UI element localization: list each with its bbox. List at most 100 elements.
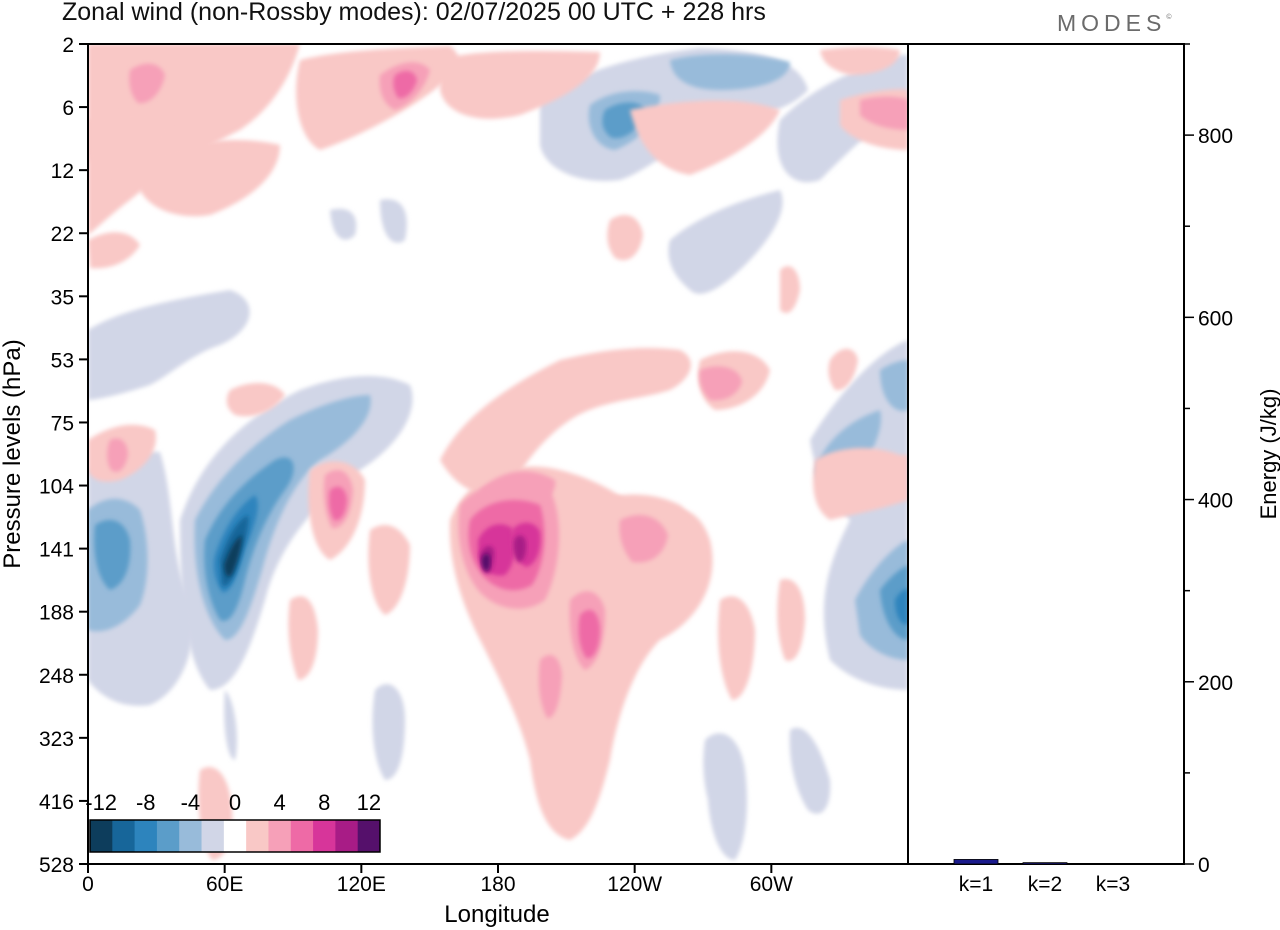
contour-region (440, 348, 691, 495)
y-tick-label: 53 (51, 349, 74, 372)
contour-region (224, 535, 242, 577)
colorbar-swatch (179, 820, 203, 852)
colorbar-label: 0 (229, 790, 241, 815)
contour-region (820, 47, 900, 75)
colorbar-label: 12 (357, 790, 381, 815)
x-tick-label: 180 (480, 873, 515, 896)
contour-region (226, 383, 285, 417)
contour-region (107, 438, 128, 472)
energy-axis-label: Energy (J/kg) (1256, 389, 1280, 520)
contour-region (880, 360, 908, 411)
colorbar-frame (89, 819, 381, 853)
contour-region (380, 199, 407, 243)
colorbar-label: 4 (273, 790, 285, 815)
contour-region (368, 525, 410, 615)
contour-region (668, 190, 783, 294)
energy-category-label: k=1 (959, 873, 993, 896)
x-tick-label: 120W (607, 873, 662, 896)
contour-region (94, 520, 131, 590)
y-tick-label: 188 (39, 602, 74, 625)
contour-field (88, 44, 908, 860)
colorbar-label: -8 (136, 790, 156, 815)
energy-bar-k1 (953, 859, 999, 865)
contour-region (777, 579, 805, 661)
contour-region (630, 100, 780, 175)
contour-region (703, 733, 747, 860)
x-tick-label: 60W (750, 873, 793, 896)
contour-region (607, 215, 643, 261)
x-tick-label: 120E (337, 873, 386, 896)
x-tick-label: 60E (206, 873, 243, 896)
contour-region (860, 96, 908, 130)
energy-tick-label: 600 (1198, 307, 1233, 330)
y-tick-label: 323 (39, 728, 74, 751)
contour-region (88, 290, 250, 400)
contour-region (140, 140, 280, 217)
colorbar-swatch (313, 820, 336, 852)
colorbar-swatch (246, 820, 269, 852)
contour-region (538, 376, 562, 421)
contour-region (481, 553, 491, 572)
y-tick-label: 528 (39, 854, 74, 877)
contour-region (813, 448, 908, 520)
contour-region (224, 690, 237, 760)
contour-region (578, 609, 600, 659)
colorbar-label: -4 (181, 790, 201, 815)
contour-region (288, 596, 318, 680)
colorbar-swatch (268, 820, 292, 852)
bar-panel-frame (907, 43, 1185, 865)
energy-axis: 0 200 400 600 800 (1184, 43, 1233, 877)
contour-region (129, 63, 165, 104)
colorbar-swatch (223, 820, 247, 852)
energy-tick-label: 200 (1198, 672, 1233, 695)
energy-bar-k3 (1090, 863, 1136, 865)
y-axis: 2 6 12 22 35 53 75 104 141 188 248 323 416 528 (39, 34, 88, 877)
y-tick-label: 248 (39, 665, 74, 688)
y-axis-label: Pressure levels (hPa) (0, 339, 26, 568)
colorbar-swatch (112, 820, 136, 852)
energy-tick-label: 800 (1198, 125, 1233, 148)
colorbar-swatch (357, 820, 381, 852)
contour-region (440, 50, 600, 119)
contour-region (895, 588, 908, 625)
brand-mark: © (1166, 14, 1172, 21)
contour-region (480, 471, 556, 510)
energy-tick-label: 400 (1198, 490, 1233, 513)
energy-tick-label: 0 (1198, 854, 1210, 877)
energy-category-label: k=2 (1028, 873, 1062, 896)
contour-region (393, 70, 417, 99)
contour-region (329, 486, 347, 521)
contour-region (372, 684, 405, 780)
y-tick-label: 6 (62, 97, 74, 120)
colorbar-swatch (90, 820, 113, 852)
contour-region (330, 208, 357, 240)
contour-region (789, 727, 831, 814)
y-tick-label: 12 (51, 160, 74, 183)
y-tick-label: 35 (51, 286, 74, 309)
y-tick-label: 141 (39, 539, 74, 562)
colorbar-label: 8 (318, 790, 330, 815)
x-tick-label: 0 (82, 873, 94, 896)
contour-region (88, 232, 140, 269)
contour-region (718, 596, 755, 700)
contour-region (670, 54, 790, 90)
contour-region (538, 655, 562, 719)
colorbar: -12 -8 -4 0 4 8 12 (85, 790, 381, 853)
contour-region (699, 366, 742, 401)
contour-region (619, 515, 668, 563)
energy-category-label: k=3 (1096, 873, 1130, 896)
contour-region (780, 266, 800, 314)
energy-bar-k2 (1022, 862, 1068, 865)
colorbar-swatch (156, 820, 180, 852)
chart-title: Zonal wind (non-Rossby modes): 02/07/202… (62, 0, 766, 26)
y-tick-label: 416 (39, 791, 74, 814)
x-axis-label: Longitude (444, 901, 549, 928)
colorbar-swatch (134, 820, 158, 852)
contour-region (513, 535, 527, 563)
contour-region (296, 46, 459, 150)
energy-bars: k=1 k=2 k=3 (953, 859, 1136, 896)
brand-text: MODES (1057, 10, 1167, 36)
colorbar-swatch (290, 820, 314, 852)
contour-region (88, 112, 170, 175)
